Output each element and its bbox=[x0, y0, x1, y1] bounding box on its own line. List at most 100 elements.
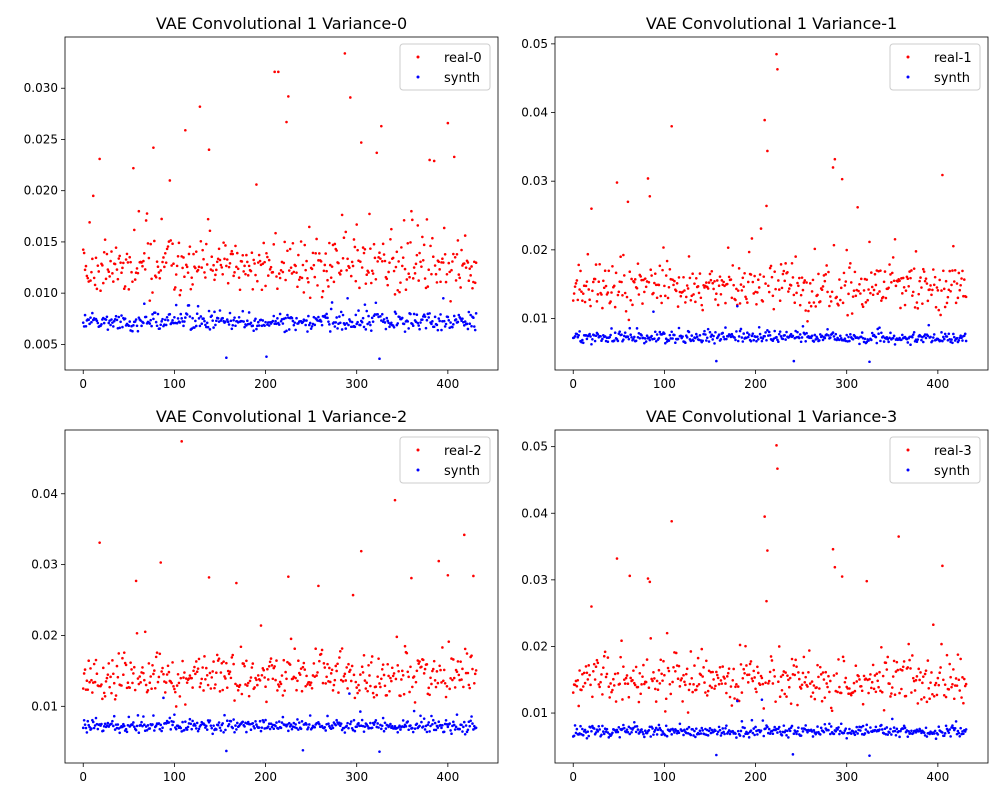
data-point bbox=[224, 244, 227, 247]
data-point bbox=[794, 658, 797, 662]
data-point bbox=[907, 285, 910, 288]
data-point bbox=[936, 676, 940, 680]
data-point bbox=[377, 726, 380, 729]
data-point bbox=[437, 317, 441, 320]
y-tick-label: 0.01 bbox=[31, 699, 58, 713]
data-point bbox=[920, 286, 923, 289]
data-point bbox=[169, 728, 173, 731]
data-point bbox=[396, 664, 400, 667]
data-point bbox=[308, 723, 311, 726]
data-point bbox=[343, 52, 347, 55]
data-point bbox=[277, 272, 281, 275]
data-point bbox=[246, 260, 249, 264]
data-point bbox=[676, 337, 680, 341]
data-point bbox=[708, 330, 712, 334]
data-point bbox=[622, 338, 625, 341]
data-point bbox=[376, 722, 379, 725]
data-point bbox=[122, 651, 126, 654]
data-point bbox=[944, 279, 948, 283]
data-point bbox=[316, 284, 319, 287]
data-point bbox=[372, 695, 376, 699]
data-point bbox=[234, 682, 237, 686]
data-point bbox=[633, 280, 636, 284]
data-point bbox=[268, 268, 272, 271]
data-point bbox=[243, 725, 246, 728]
data-point bbox=[864, 301, 868, 304]
data-point bbox=[618, 330, 622, 333]
legend-marker bbox=[416, 448, 420, 452]
data-point bbox=[353, 245, 357, 249]
data-point bbox=[232, 662, 235, 666]
legend-label: real-2 bbox=[444, 444, 482, 459]
data-point bbox=[462, 725, 465, 729]
data-point bbox=[472, 728, 475, 731]
data-point bbox=[642, 278, 645, 282]
data-point bbox=[274, 231, 277, 235]
data-point bbox=[718, 665, 722, 669]
data-point bbox=[339, 273, 342, 276]
data-point bbox=[930, 671, 933, 674]
data-point bbox=[137, 731, 141, 735]
data-point bbox=[746, 331, 749, 335]
data-point bbox=[848, 266, 851, 269]
data-point bbox=[151, 723, 154, 726]
data-point bbox=[292, 270, 296, 274]
data-point bbox=[437, 260, 441, 264]
data-point bbox=[826, 290, 829, 294]
data-point bbox=[886, 733, 890, 736]
data-point bbox=[941, 564, 944, 568]
data-point bbox=[473, 672, 477, 676]
y-tick-label: 0.01 bbox=[521, 312, 548, 326]
data-point bbox=[207, 576, 211, 579]
data-point bbox=[180, 317, 183, 320]
data-point bbox=[99, 289, 102, 293]
data-point bbox=[691, 728, 694, 731]
data-point bbox=[186, 271, 190, 274]
data-point bbox=[906, 277, 910, 281]
data-point bbox=[684, 683, 687, 687]
data-point bbox=[703, 329, 706, 333]
data-point bbox=[197, 265, 201, 269]
series-synth bbox=[81, 296, 478, 361]
data-point bbox=[286, 723, 289, 726]
data-point bbox=[281, 694, 285, 697]
data-point bbox=[585, 280, 589, 283]
data-point bbox=[308, 714, 312, 717]
data-point bbox=[929, 681, 932, 684]
data-point bbox=[165, 315, 169, 319]
data-point bbox=[107, 321, 111, 325]
data-point bbox=[964, 682, 968, 686]
data-point bbox=[242, 320, 245, 323]
data-point bbox=[154, 724, 158, 727]
data-point bbox=[423, 728, 427, 731]
data-point bbox=[811, 278, 815, 282]
data-point bbox=[360, 718, 364, 722]
data-point bbox=[101, 281, 105, 285]
data-point bbox=[464, 724, 468, 727]
data-point bbox=[397, 260, 400, 263]
data-point bbox=[620, 639, 623, 643]
data-point bbox=[725, 675, 729, 678]
data-point bbox=[846, 687, 849, 690]
data-point bbox=[168, 312, 172, 316]
data-point bbox=[210, 314, 214, 318]
data-point bbox=[384, 727, 388, 730]
data-point bbox=[834, 332, 838, 336]
data-point bbox=[428, 312, 431, 315]
data-point bbox=[295, 271, 298, 274]
data-point bbox=[642, 663, 645, 667]
data-point bbox=[736, 339, 740, 343]
data-point bbox=[602, 730, 605, 733]
data-point bbox=[386, 283, 390, 287]
data-point bbox=[599, 680, 602, 684]
data-point bbox=[758, 683, 762, 687]
data-point bbox=[580, 688, 583, 692]
data-point bbox=[221, 272, 224, 276]
data-point bbox=[610, 690, 613, 694]
data-point bbox=[364, 687, 368, 690]
data-point bbox=[910, 269, 913, 272]
data-point bbox=[744, 295, 747, 299]
data-point bbox=[619, 655, 622, 659]
data-point bbox=[595, 300, 599, 303]
data-point bbox=[211, 319, 214, 322]
